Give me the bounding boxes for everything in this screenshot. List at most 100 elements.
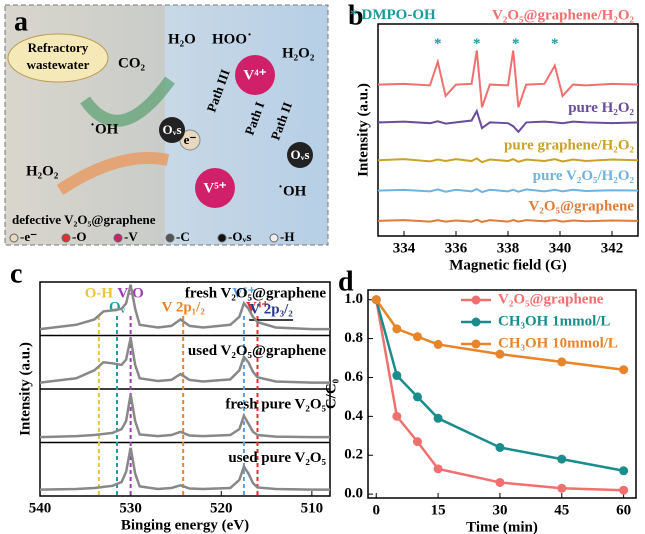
series-label: fresh V₂O₅@graphene xyxy=(185,285,326,301)
legend-dot xyxy=(166,234,174,242)
marker xyxy=(392,371,401,380)
x-tick-label: 334 xyxy=(393,240,416,256)
peak-legend-marker: * xyxy=(350,7,358,23)
x-tick-label: 530 xyxy=(119,500,142,516)
legend-label: -e⁻ xyxy=(20,229,37,244)
label: HOO˙ xyxy=(212,31,252,47)
marker xyxy=(557,357,566,366)
y-axis-label: Intensity (a.u.) xyxy=(355,83,371,177)
legend-marker xyxy=(472,340,481,349)
x-tick-label: 338 xyxy=(497,240,520,256)
marker xyxy=(372,295,381,304)
annotation: V 2p₃/₂ xyxy=(249,301,293,317)
y-tick-label: 0.2 xyxy=(344,447,363,463)
marker xyxy=(434,414,443,423)
label: ˙OH xyxy=(278,183,307,199)
x-tick-label: 60 xyxy=(616,502,631,518)
x-tick-label: 45 xyxy=(554,502,569,518)
marker xyxy=(557,455,566,464)
marker xyxy=(495,443,504,452)
series-label: V₂O₅@graphene/H₂O₂ xyxy=(492,7,634,23)
legend-label: -O xyxy=(72,229,86,244)
label: H₂O xyxy=(168,31,196,47)
panel-a: a Refractory wastewater CO₂ H₂O HOO˙ H₂O… xyxy=(5,5,328,245)
figure: a Refractory wastewater CO₂ H₂O HOO˙ H₂O… xyxy=(0,0,645,534)
y-tick-label: 0.6 xyxy=(344,369,363,385)
marker xyxy=(557,484,566,493)
label: V⁴⁺ xyxy=(243,67,266,83)
series-line xyxy=(378,220,638,222)
marker xyxy=(434,464,443,473)
marker xyxy=(495,478,504,487)
legend-dot xyxy=(10,234,18,242)
marker xyxy=(392,412,401,421)
marker xyxy=(619,486,628,495)
series-label: fresh pure V₂O₅ xyxy=(225,396,326,412)
series-label: pure graphene/H₂O₂ xyxy=(504,138,634,154)
legend-marker xyxy=(472,318,481,327)
legend-label: CH₃OH 1mmol/L xyxy=(498,313,610,329)
x-axis-label: Time (min) xyxy=(466,519,538,534)
panel-label: a xyxy=(14,6,28,37)
x-axis-label: Magnetic field (G) xyxy=(449,257,566,273)
label: CO₂ xyxy=(118,55,146,71)
legend-dot xyxy=(218,234,226,242)
x-tick-label: 342 xyxy=(601,240,624,256)
legend-label: -Oᵥs xyxy=(228,229,251,244)
y-axis-label: Intensity (a.u.) xyxy=(17,342,33,436)
y-tick-label: 0.4 xyxy=(344,408,363,424)
legend-label: -H xyxy=(280,229,294,244)
x-tick-label: 336 xyxy=(445,240,468,256)
y-tick-label: 0.0 xyxy=(344,486,363,502)
series-line xyxy=(378,158,638,162)
series-label: used pure V₂O₅ xyxy=(228,450,326,466)
x-tick-label: 0 xyxy=(372,502,380,518)
label: H₂O₂ xyxy=(282,45,315,61)
y-tick-label: 0.8 xyxy=(344,330,363,346)
label: Oᵥs xyxy=(162,122,181,137)
series-line xyxy=(378,189,638,192)
label: V⁵⁺ xyxy=(203,180,226,196)
marker xyxy=(619,466,628,475)
x-tick-label: 340 xyxy=(549,240,572,256)
legend-marker xyxy=(472,296,481,305)
legend-label: -V xyxy=(124,229,138,244)
x-axis-label: Binging energy (eV) xyxy=(121,517,249,533)
x-tick-label: 15 xyxy=(431,502,446,518)
series-label: V₂O₅@graphene xyxy=(529,198,635,214)
marker xyxy=(413,437,422,446)
label: defective V₂O₅@graphene xyxy=(12,212,156,227)
panel-label: c xyxy=(10,258,22,289)
label: H₂O₂ xyxy=(26,163,59,179)
peak-legend-label: DMPO-OH xyxy=(362,7,436,23)
marker xyxy=(619,365,628,374)
y-tick-label: 1.0 xyxy=(344,291,363,307)
peak-marker: * xyxy=(551,36,559,52)
legend-dot xyxy=(62,234,70,242)
legend-dot xyxy=(270,234,278,242)
x-tick-label: 510 xyxy=(301,500,324,516)
reference-label: V 2p₁/₂ xyxy=(162,299,206,315)
series-label: pure V₂O₅/H₂O₂ xyxy=(533,168,635,184)
y-axis-label: C/C₀ xyxy=(323,378,339,409)
series-label: used V₂O₅@graphene xyxy=(188,343,326,359)
x-tick-label: 520 xyxy=(210,500,233,516)
label: wastewater xyxy=(27,57,90,72)
legend-label: V₂O₅@graphene xyxy=(498,291,604,307)
label: ˙OH xyxy=(90,121,119,137)
x-tick-label: 30 xyxy=(492,502,507,518)
marker xyxy=(413,332,422,341)
marker xyxy=(413,392,422,401)
marker xyxy=(434,340,443,349)
legend-label: -C xyxy=(176,229,190,244)
peak-legend: *DMPO-OH xyxy=(350,7,436,23)
series-line xyxy=(378,51,638,108)
legend-dot xyxy=(114,234,122,242)
peak-marker: * xyxy=(434,36,442,52)
label: Refractory xyxy=(28,40,89,55)
peak-marker: * xyxy=(512,36,520,52)
label: Oᵥs xyxy=(290,147,309,162)
marker xyxy=(392,324,401,333)
label: e⁻ xyxy=(184,132,197,147)
legend-label: CH₃OH 10mmol/L xyxy=(498,335,618,351)
